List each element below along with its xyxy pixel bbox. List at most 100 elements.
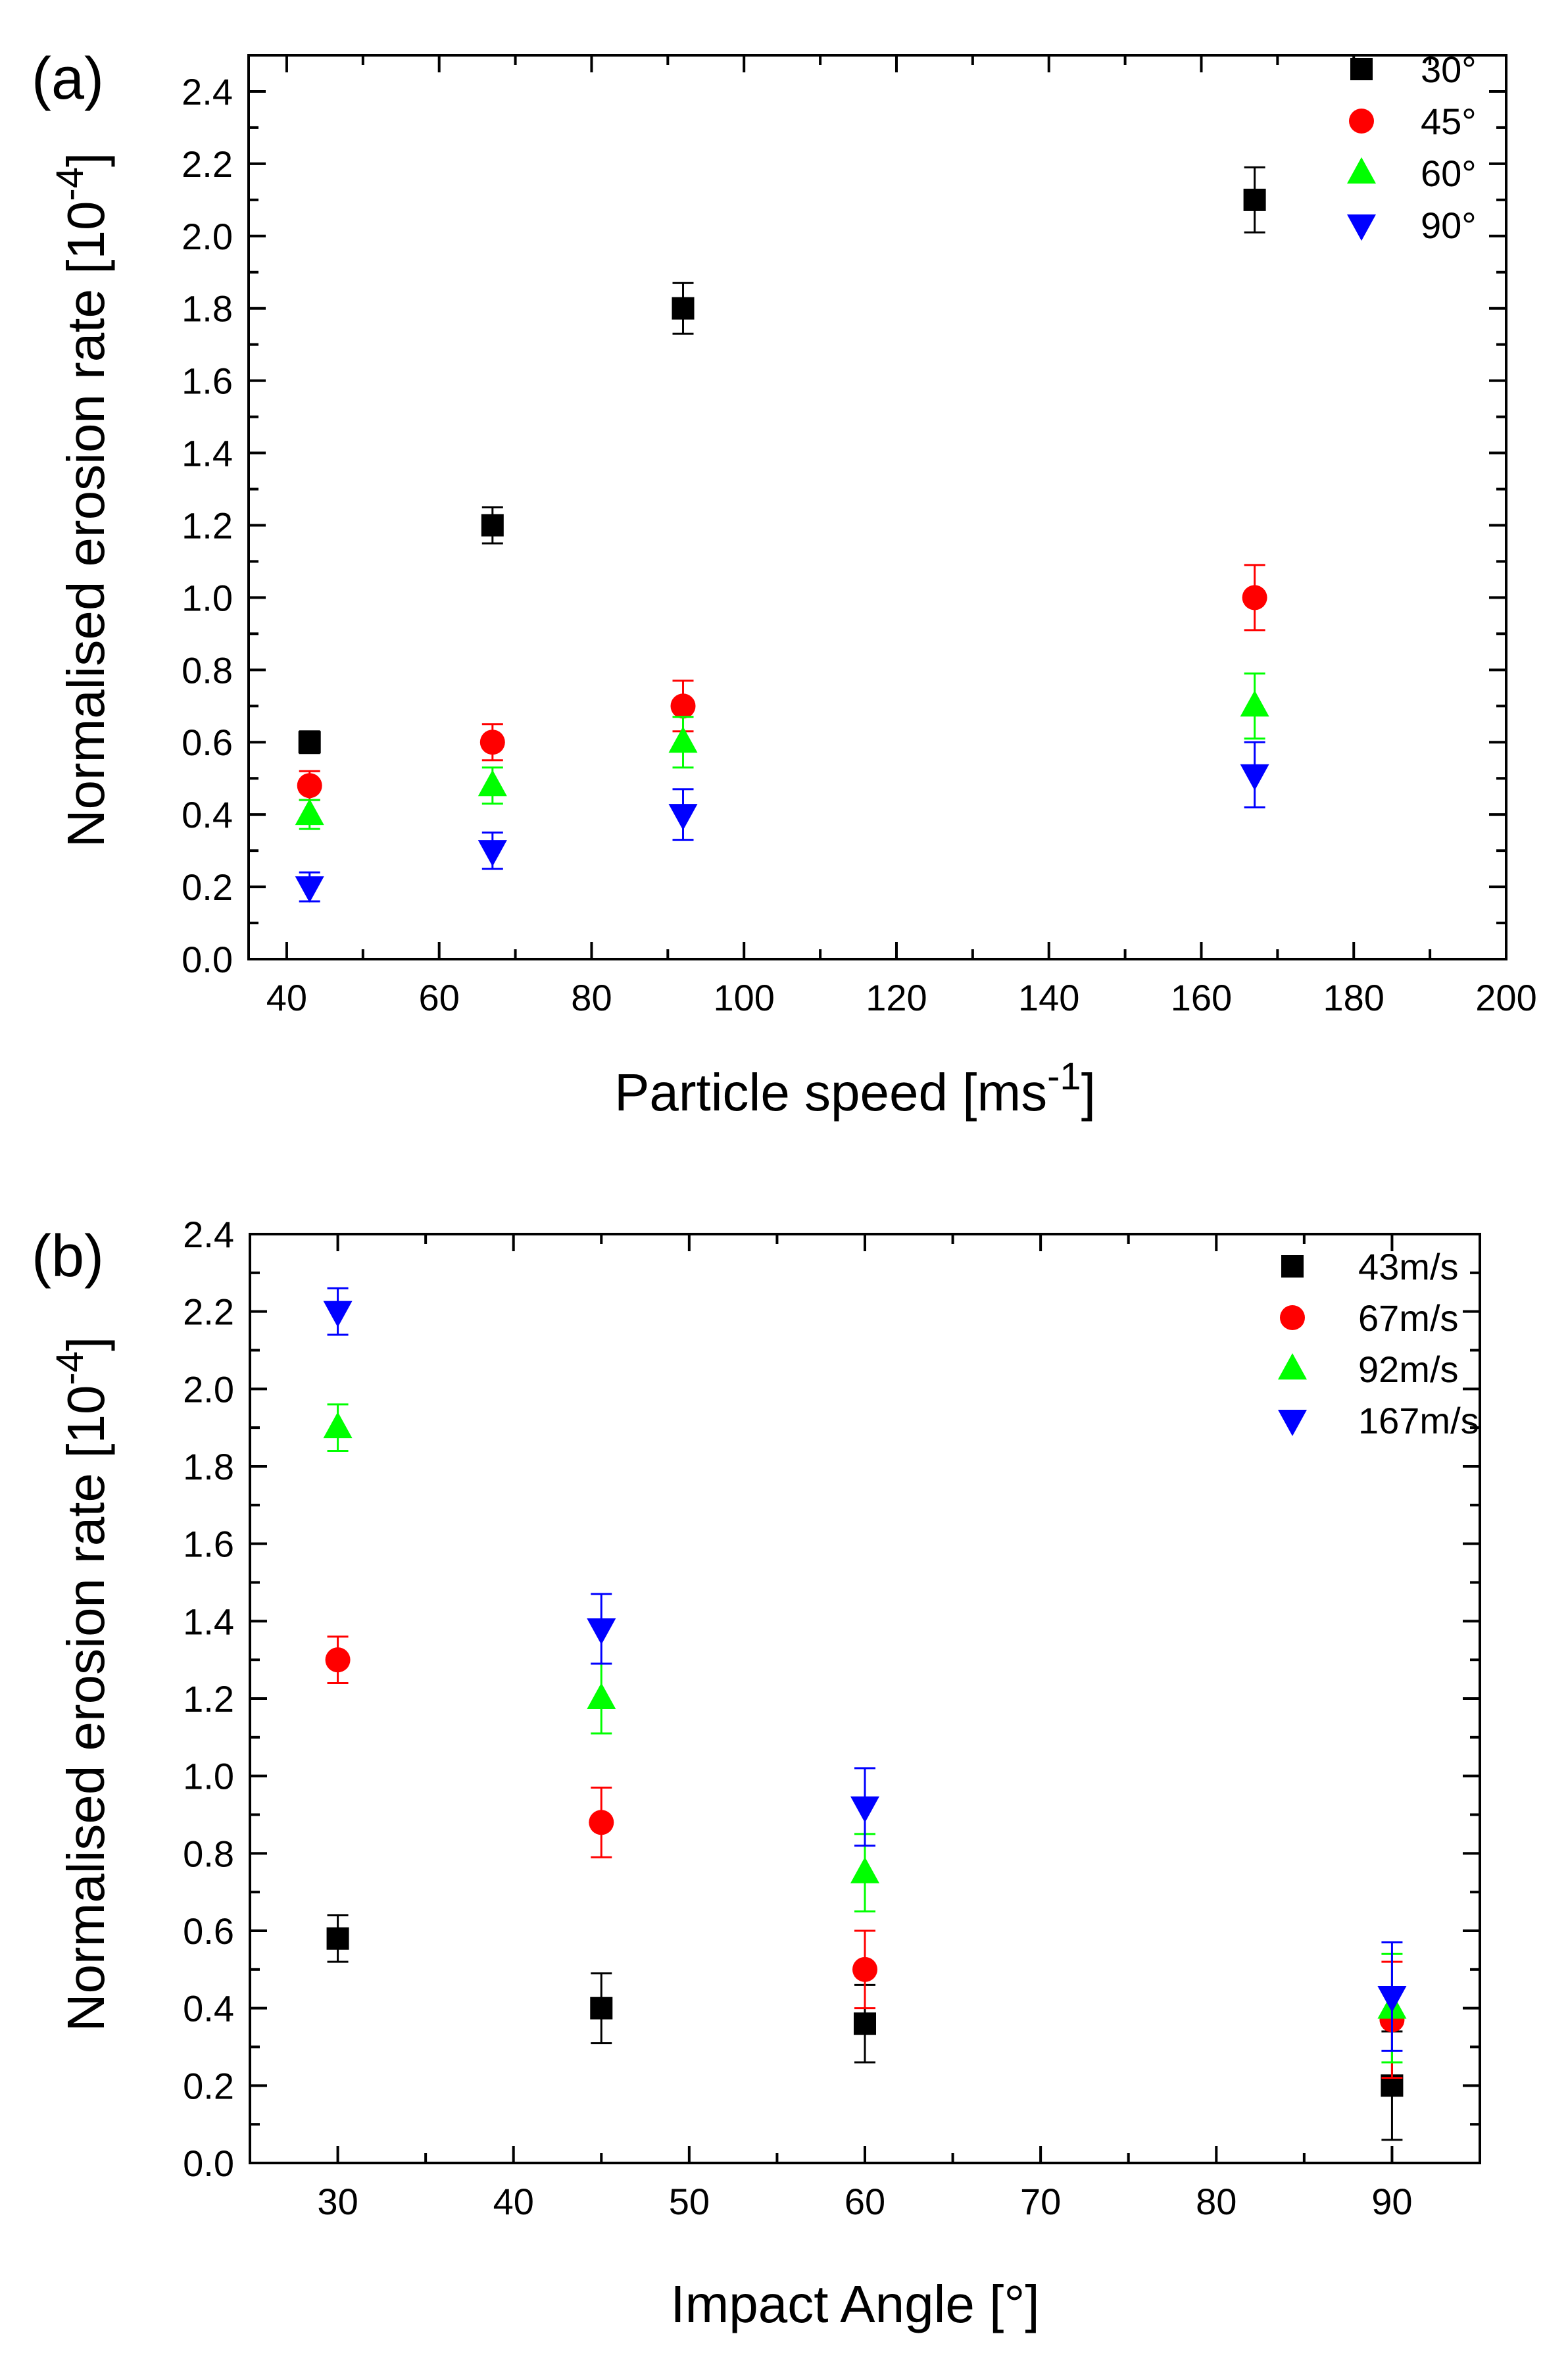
panel-a-x-tick-label: 180 xyxy=(1323,977,1384,1018)
panel-b-legend-label: 67m/s xyxy=(1358,1297,1459,1339)
panel-a-data-point xyxy=(478,840,507,867)
panel-a-x-tick-label: 200 xyxy=(1475,977,1536,1018)
panel-b-y-tick-label: 1.6 xyxy=(183,1524,234,1565)
panel-a-data-point xyxy=(295,876,324,903)
panel-a-y-tick-label: 1.0 xyxy=(182,577,233,618)
panel-a-label: (a) xyxy=(32,46,104,112)
panel-a-y-tick-label: 1.6 xyxy=(182,360,233,402)
panel-a-y-tick-label: 1.2 xyxy=(182,505,233,546)
panel-b: 30 40 50 60 70 80 90 0.0 0.2 0.4 0.6 0.8 1.0 1.2 1.4 1.… xyxy=(32,1214,1481,2333)
panel-a-y-axis-title: Normalised erosion rate [10-4] xyxy=(49,153,115,848)
panel-b-y-tick-label: 0.4 xyxy=(183,1988,234,2029)
panel-a-y-tick-label: 1.4 xyxy=(182,433,233,474)
panel-a-plot-frame xyxy=(247,54,1507,960)
panel-a-x-axis-title-end: ] xyxy=(1081,1063,1096,1122)
panel-b-x-tick-label: 70 xyxy=(1020,2181,1061,2222)
panel-b-legend-marker xyxy=(1281,1255,1304,1278)
panel-a-data-point xyxy=(1242,585,1267,610)
panel-a-data-point xyxy=(297,773,322,799)
panel-b-y-tick-label: 0.6 xyxy=(183,1910,234,1952)
panel-a-data-point xyxy=(479,730,505,755)
panel-a-y-tick-label: 2.0 xyxy=(182,216,233,257)
panel-b-y-tick-label: 2.2 xyxy=(183,1291,234,1333)
panel-b-y-tick-label: 1.4 xyxy=(183,1601,234,1642)
panel-b-data-point xyxy=(590,1997,613,2020)
panel-b-legend-marker xyxy=(1278,1410,1307,1436)
panel-a-y-tick-label: 0.6 xyxy=(182,722,233,763)
panel-b-data-point xyxy=(323,1301,353,1328)
panel-b-y-tick-label: 0.0 xyxy=(183,2143,234,2184)
panel-b-x-tick-label: 80 xyxy=(1196,2181,1237,2222)
panel-b-data-point xyxy=(850,1856,879,1883)
panel-b-y-tick-label: 0.2 xyxy=(183,2065,234,2106)
panel-a-data-point xyxy=(478,770,507,797)
panel-a-y-tick-label: 0.2 xyxy=(182,866,233,908)
panel-a-x-tick-label: 120 xyxy=(866,977,927,1018)
panel-b-y-tick-label: 2.4 xyxy=(183,1214,234,1255)
panel-a-legend-label: 45° xyxy=(1421,101,1477,142)
panel-a-legend-marker xyxy=(1350,58,1373,80)
panel-a-y-tick-label: 0.8 xyxy=(182,649,233,691)
panel-a-x-axis-title-main: Particle speed [ms xyxy=(614,1063,1047,1122)
panel-a-y-tick-label: 1.8 xyxy=(182,288,233,330)
panel-b-data-point xyxy=(587,1618,616,1645)
panel-a-x-tick-label: 140 xyxy=(1018,977,1079,1018)
panel-a-y-tick-label: 2.4 xyxy=(182,71,233,112)
panel-a-x-axis-title: Particle speed [ms-1] xyxy=(614,1055,1096,1122)
panel-a-legend-label: 60° xyxy=(1421,153,1477,194)
panel-a-data-point xyxy=(1240,764,1269,791)
panel-b-y-tick-label: 1.0 xyxy=(183,1756,234,1797)
panel-b-label: (b) xyxy=(32,1224,104,1289)
panel-a-legend-label: 30° xyxy=(1421,49,1477,90)
panel-a-series-4 xyxy=(295,741,1269,903)
panel-a-legend-label: 90° xyxy=(1421,205,1477,246)
panel-b-legend: 43m/s 67m/s 92m/s 167m/s xyxy=(1278,1246,1479,1441)
panel-a-data-point xyxy=(295,799,324,826)
panel-a-y-tick-label: 0.0 xyxy=(182,939,233,980)
panel-a-x-tick-label: 160 xyxy=(1171,977,1232,1018)
panel-b-x-tick-label: 30 xyxy=(317,2181,358,2222)
panel-b-legend-marker xyxy=(1280,1305,1305,1330)
panel-a-data-point xyxy=(481,514,504,537)
panel-b-x-tick-label: 40 xyxy=(493,2181,534,2222)
panel-a-data-point xyxy=(672,297,695,320)
panel-b-legend-marker xyxy=(1278,1353,1307,1379)
panel-b-x-tick-label: 50 xyxy=(669,2181,710,2222)
panel-a-series-3 xyxy=(295,672,1269,830)
panel-b-data-point xyxy=(1377,1986,1407,2013)
panel-b-data-point xyxy=(325,1647,351,1673)
panel-b-y-tick-label: 0.8 xyxy=(183,1833,234,1874)
panel-a-x-tick-label: 60 xyxy=(419,977,460,1018)
panel-a-data-point xyxy=(668,726,698,753)
panel-a-y-tick-label: 2.2 xyxy=(182,143,233,185)
panel-a-series-1 xyxy=(298,166,1266,755)
panel-b-data-point xyxy=(323,1412,353,1439)
panel-b-x-tick-label: 60 xyxy=(845,2181,885,2222)
panel-b-y-axis-title-sup: -4 xyxy=(49,1351,91,1385)
panel-a-y-axis-title-end: ] xyxy=(57,153,115,167)
panel-b-y-tick-label: 1.2 xyxy=(183,1678,234,1720)
panel-b-data-point xyxy=(589,1810,614,1835)
panel-a-series-2 xyxy=(297,564,1267,801)
panel-a-legend-marker xyxy=(1349,109,1374,134)
panel-b-y-axis-title-main: Normalised erosion rate [10 xyxy=(57,1385,115,2032)
panel-a-data-point xyxy=(1243,188,1266,211)
panel-b-data-point xyxy=(587,1683,616,1709)
panel-a-data-point xyxy=(670,693,696,719)
panel-b-y-tick-label: 2.0 xyxy=(183,1368,234,1410)
panel-b-series-1 xyxy=(326,1914,1404,2141)
panel-a-legend: 30° 45° 60° 90° xyxy=(1347,49,1477,246)
panel-a-x-tick-label: 100 xyxy=(713,977,774,1018)
panel-a-legend-marker xyxy=(1347,214,1376,241)
panel-a-data-point xyxy=(1240,690,1269,717)
panel-b-legend-label: 92m/s xyxy=(1358,1349,1459,1390)
panel-a-x-tick-label: 80 xyxy=(571,977,612,1018)
panel-a-y-axis-title-main: Normalised erosion rate [10 xyxy=(57,201,115,848)
panel-b-x-axis-title: Impact Angle [°] xyxy=(670,2275,1039,2333)
panel-b-x-tick-label: 90 xyxy=(1371,2181,1412,2222)
panel-a-y-axis-title-sup: -4 xyxy=(49,167,91,201)
panel-b-legend-label: 43m/s xyxy=(1358,1246,1459,1287)
panel-a-x-axis-title-sup: -1 xyxy=(1047,1055,1081,1098)
